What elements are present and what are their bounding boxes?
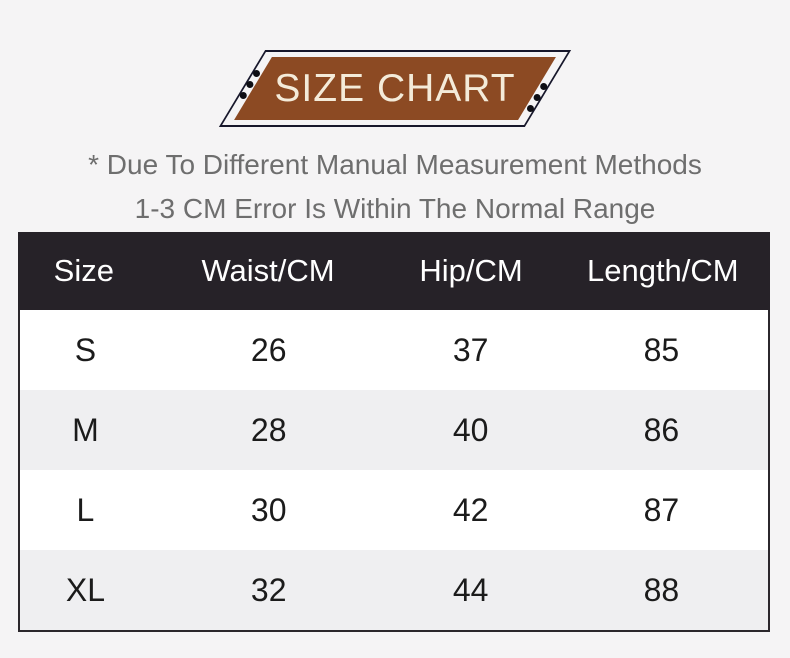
table-row-s: S 26 37 85 xyxy=(20,310,768,390)
size-table-body: S 26 37 85 M 28 40 86 L 30 42 87 XL 32 4… xyxy=(18,310,770,632)
cell-length: 86 xyxy=(643,411,680,448)
column-header-waist: Waist/CM xyxy=(201,253,335,288)
size-chart-banner: SIZE CHART xyxy=(218,50,572,127)
cell-size: XL xyxy=(65,571,106,608)
page-title: SIZE CHART xyxy=(274,66,516,110)
table-row-xl: XL 32 44 88 xyxy=(20,550,768,630)
cell-waist: 28 xyxy=(250,411,287,448)
cell-hip: 44 xyxy=(452,571,489,608)
table-row-m: M 28 40 86 xyxy=(20,390,768,470)
column-header-hip: Hip/CM xyxy=(419,253,523,288)
cell-size: S xyxy=(74,331,97,368)
column-header-length: Length/CM xyxy=(586,253,739,288)
cell-size: M xyxy=(72,411,99,448)
measurement-disclaimer: * Due To Different Manual Measurement Me… xyxy=(0,143,790,231)
cell-waist: 32 xyxy=(250,571,287,608)
cell-waist: 30 xyxy=(250,491,287,528)
size-table-header-row: Size Waist/CM Hip/CM Length/CM xyxy=(18,232,770,310)
cell-hip: 42 xyxy=(452,491,489,528)
cell-waist: 26 xyxy=(250,331,287,368)
cell-hip: 40 xyxy=(452,411,489,448)
cell-length: 87 xyxy=(643,491,680,528)
cell-length: 88 xyxy=(643,571,680,608)
disclaimer-line-1: * Due To Different Manual Measurement Me… xyxy=(88,149,702,180)
size-table: Size Waist/CM Hip/CM Length/CM S 26 37 8… xyxy=(18,232,770,632)
cell-length: 85 xyxy=(643,331,680,368)
cell-size: L xyxy=(76,491,95,528)
cell-hip: 37 xyxy=(452,331,489,368)
table-row-l: L 30 42 87 xyxy=(20,470,768,550)
column-header-size: Size xyxy=(53,253,114,288)
disclaimer-line-2: 1-3 CM Error Is Within The Normal Range xyxy=(134,193,656,224)
